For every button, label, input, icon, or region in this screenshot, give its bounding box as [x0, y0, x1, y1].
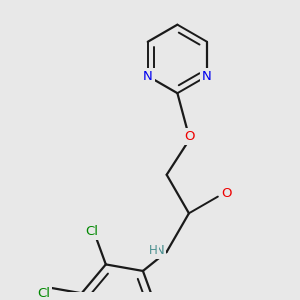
Text: H: H	[148, 244, 157, 257]
Text: N: N	[202, 70, 212, 83]
Text: Cl: Cl	[85, 225, 98, 238]
Text: N: N	[143, 70, 153, 83]
Text: O: O	[221, 187, 232, 200]
Text: O: O	[185, 130, 195, 143]
Text: Cl: Cl	[37, 286, 50, 300]
Text: N: N	[154, 244, 164, 257]
